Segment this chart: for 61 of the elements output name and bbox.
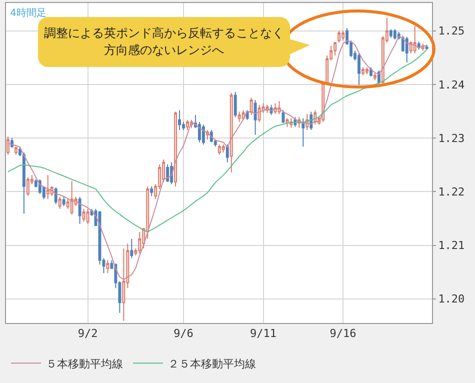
candlestick xyxy=(366,66,368,75)
candlestick xyxy=(342,30,345,42)
candlestick xyxy=(362,66,364,76)
y-tick-label: 1.20 xyxy=(438,292,465,306)
candlestick xyxy=(389,28,392,38)
candlestick xyxy=(78,196,82,224)
x-tick-label: 9/6 xyxy=(174,327,194,340)
candlestick xyxy=(282,110,285,124)
candlestick xyxy=(302,118,305,148)
candlestick xyxy=(150,186,154,196)
candlestick xyxy=(54,186,58,205)
candlestick xyxy=(334,42,337,56)
candlestick xyxy=(286,118,289,128)
candlestick xyxy=(14,146,18,156)
y-tick-label: 1.24 xyxy=(438,78,466,92)
candlestick xyxy=(250,97,253,116)
candlestick xyxy=(338,30,341,44)
candlestick xyxy=(202,124,205,146)
candlestick xyxy=(178,110,181,131)
candlestick xyxy=(130,238,134,259)
legend-label: ５本移動平均線 xyxy=(46,357,123,370)
candlestick xyxy=(58,196,62,210)
y-tick-label: 1.21 xyxy=(438,239,465,252)
candlestick xyxy=(174,111,177,187)
candlestick xyxy=(258,104,261,122)
candlestick xyxy=(373,72,376,81)
text: 4時間足 xyxy=(10,7,46,19)
candlestick xyxy=(230,92,233,173)
annotation: 調整による英ポンド高から反転することなく方向感のないレンジへ xyxy=(43,25,285,59)
candlestick xyxy=(358,52,360,86)
y-tick-label: 1.25 xyxy=(438,24,465,38)
candlestick xyxy=(86,208,90,224)
x-tick-label: 9/11 xyxy=(250,327,277,340)
candlestick xyxy=(186,119,189,131)
candlestick xyxy=(166,164,170,183)
candlestick xyxy=(425,44,428,50)
candlestick xyxy=(226,144,229,163)
candlestick xyxy=(218,144,221,156)
candlestick xyxy=(46,174,50,200)
candlestick xyxy=(393,28,396,40)
candlestick xyxy=(122,248,126,322)
candlestick xyxy=(405,36,408,63)
candlestick xyxy=(278,100,281,114)
x-tick-label: 9/16 xyxy=(330,327,356,340)
candlestick xyxy=(62,196,66,207)
y-tick-label: 1.22 xyxy=(438,186,465,199)
candlestick xyxy=(106,260,110,274)
candlestick xyxy=(254,100,257,136)
candlestick xyxy=(413,26,416,54)
candlestick xyxy=(26,176,30,196)
legend-label: ２５本移動平均線 xyxy=(168,357,256,370)
candlestick xyxy=(6,136,10,156)
x-tick-label: 9/2 xyxy=(78,327,98,340)
candlestick xyxy=(234,91,237,118)
candlestick xyxy=(70,180,74,216)
candlestick xyxy=(138,231,142,254)
y-tick-label: 1.23 xyxy=(438,132,465,145)
candlestick xyxy=(222,144,225,154)
candlestick xyxy=(369,66,372,77)
candlestick xyxy=(82,208,86,222)
candlestick xyxy=(238,111,241,122)
